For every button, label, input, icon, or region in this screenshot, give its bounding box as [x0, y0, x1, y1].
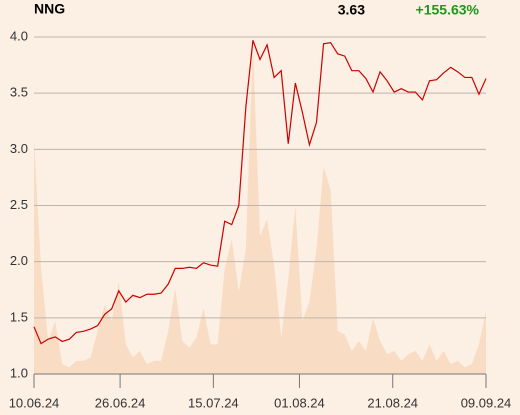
x-tick-label: 26.06.24: [95, 395, 146, 410]
y-tick-label: 2.5: [10, 197, 28, 212]
y-tick-label: 1.0: [10, 365, 28, 380]
x-tick-label: 09.09.24: [461, 395, 512, 410]
x-tick-label: 01.08.24: [274, 395, 325, 410]
y-tick-label: 4.0: [10, 28, 28, 43]
symbol: NNG: [34, 1, 65, 17]
price-line: [33, 40, 487, 345]
y-tick-label: 2.0: [10, 253, 28, 268]
x-tick-label: 21.08.24: [367, 395, 418, 410]
x-tick-label: 10.06.24: [9, 395, 60, 410]
volume-area: [34, 45, 486, 374]
y-tick-label: 3.5: [10, 85, 28, 100]
x-tick-label: 15.07.24: [188, 395, 239, 410]
change: +155.63%: [416, 2, 480, 18]
price: 3.63: [338, 2, 365, 18]
y-tick-label: 1.5: [10, 309, 28, 324]
y-tick-label: 3.0: [10, 141, 28, 156]
